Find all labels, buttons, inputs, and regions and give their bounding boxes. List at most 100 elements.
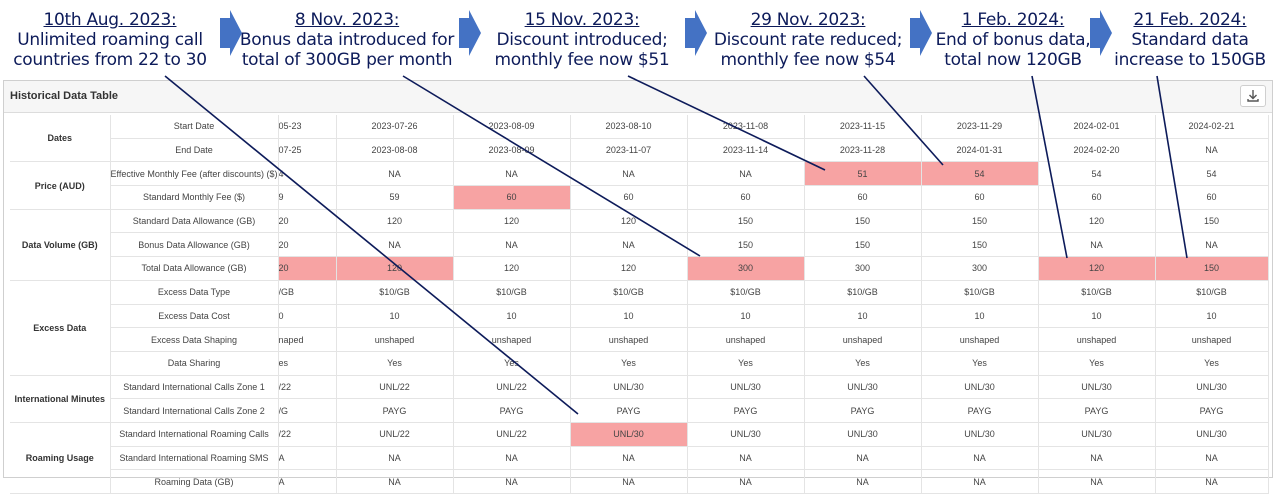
table-cell: 300 <box>921 256 1039 281</box>
table-cell: UNL/30 <box>921 422 1039 447</box>
table-cell: NA <box>687 469 805 494</box>
table-cell: unshaped <box>336 327 454 352</box>
table-cell: 120 <box>453 256 571 281</box>
table-cell: NA <box>453 161 571 187</box>
table-cell: 4 <box>278 161 337 187</box>
annotation-text: Standard data <box>1131 30 1249 50</box>
table-cell: 2024-02-21 <box>1155 115 1269 139</box>
table-cell: $10/GB <box>804 280 922 305</box>
group-label: Data Volume (GB) <box>10 209 111 281</box>
table-cell: Yes <box>1038 351 1156 376</box>
table-cell: UNL/30 <box>1038 422 1156 447</box>
timeline-arrow-icon <box>910 10 932 56</box>
table-cell: 150 <box>804 209 922 234</box>
table-cell: 2023-11-29 <box>921 115 1039 139</box>
table-cell: $10/GB <box>687 280 805 305</box>
table-cell: 2023-07-26 <box>336 115 454 139</box>
table-cell: Yes <box>453 351 571 376</box>
table-cell: 120 <box>336 256 454 281</box>
timeline-arrow-icon <box>459 10 481 56</box>
table-cell: 150 <box>804 232 922 258</box>
table-cell: NA <box>570 161 688 187</box>
row-label: Standard International Roaming SMS <box>110 446 279 471</box>
table-cell: PAYG <box>453 398 571 423</box>
row-label: Standard International Calls Zone 1 <box>110 375 279 400</box>
table-cell: unshaped <box>570 327 688 352</box>
table-cell: NA <box>1038 232 1156 258</box>
timeline-arrow-icon <box>220 10 242 56</box>
table-cell: 2024-02-20 <box>1038 138 1156 163</box>
table-cell: 120 <box>1038 209 1156 234</box>
group-label: Excess Data <box>10 280 111 376</box>
table-cell: naped <box>278 327 337 352</box>
table-cell: 2024-02-01 <box>1038 115 1156 139</box>
table-cell: NA <box>687 161 805 187</box>
table-cell: NA <box>921 446 1039 471</box>
table-cell: $10/GB <box>1155 280 1269 305</box>
table-cell: UNL/30 <box>687 375 805 400</box>
table-cell: 150 <box>921 232 1039 258</box>
table-cell: 07-25 <box>278 138 337 163</box>
table-cell: A <box>278 469 337 494</box>
table-cell: 60 <box>570 185 688 210</box>
table-cell: 9 <box>278 185 337 210</box>
row-label: Effective Monthly Fee (after discounts) … <box>110 161 279 187</box>
table-cell: $10/GB <box>1038 280 1156 305</box>
table-row: Bonus Data Allowance (GB) 20 NA NA NA 150 150 1… <box>10 232 1269 258</box>
table-cell: PAYG <box>1155 398 1269 423</box>
table-cell: 60 <box>1038 185 1156 210</box>
table-cell: UNL/30 <box>570 375 688 400</box>
download-button[interactable] <box>1240 85 1266 107</box>
annotation-text: End of bonus data, <box>935 30 1091 50</box>
table-cell: NA <box>687 446 805 471</box>
table-cell: unshaped <box>1155 327 1269 352</box>
row-label: Excess Data Type <box>110 280 279 305</box>
annotation-1: 10th Aug. 2023: Unlimited roaming call cou… <box>0 10 220 70</box>
table-cell: UNL/30 <box>687 422 805 447</box>
table-cell: unshaped <box>453 327 571 352</box>
annotation-text: monthly fee now $54 <box>720 50 896 70</box>
table-cell: 150 <box>1155 256 1269 281</box>
table-cell: 2023-11-08 <box>687 115 805 139</box>
annotation-date: 1 Feb. 2024: <box>961 10 1065 30</box>
table-cell: es <box>278 351 337 376</box>
table-cell: NA <box>336 469 454 494</box>
table-cell: 300 <box>804 256 922 281</box>
table-cell: 2023-08-09 <box>453 138 571 163</box>
table-cell: NA <box>1038 469 1156 494</box>
table-cell: PAYG <box>921 398 1039 423</box>
table-cell: NA <box>570 469 688 494</box>
table-cell: NA <box>1155 446 1269 471</box>
timeline-arrow-icon <box>1090 10 1112 56</box>
group-label: International Minutes <box>10 375 111 423</box>
download-icon <box>1247 90 1259 102</box>
table-cell: Yes <box>336 351 454 376</box>
table-cell: 2023-11-14 <box>687 138 805 163</box>
table-cell: Yes <box>1155 351 1269 376</box>
row-label: Standard International Calls Zone 2 <box>110 398 279 423</box>
table-cell: 2023-08-09 <box>453 115 571 139</box>
table-cell: 120 <box>570 256 688 281</box>
table-cell: Yes <box>570 351 688 376</box>
table-cell: unshaped <box>1038 327 1156 352</box>
annotation-2: 8 Nov. 2023: Bonus data introduced for tot… <box>227 10 467 70</box>
table-cell: 60 <box>921 185 1039 210</box>
table-cell: /22 <box>278 375 337 400</box>
table-cell: $10/GB <box>336 280 454 305</box>
table-cell: 05-23 <box>278 115 337 139</box>
table-cell: UNL/30 <box>804 422 922 447</box>
table-cell: 2023-11-07 <box>570 138 688 163</box>
table-cell: 120 <box>570 209 688 234</box>
annotation-text: increase to 150GB <box>1114 50 1266 70</box>
table-cell: NA <box>1155 469 1269 494</box>
table-cell: PAYG <box>570 398 688 423</box>
table-cell: $10/GB <box>570 280 688 305</box>
table-cell: UNL/22 <box>453 422 571 447</box>
table-cell: /22 <box>278 422 337 447</box>
table-cell: PAYG <box>804 398 922 423</box>
row-label: Total Data Allowance (GB) <box>110 256 279 281</box>
table-cell: 10 <box>804 304 922 329</box>
timeline-arrow-icon <box>685 10 707 56</box>
table-cell: 54 <box>1038 161 1156 187</box>
table-cell: 120 <box>1038 256 1156 281</box>
